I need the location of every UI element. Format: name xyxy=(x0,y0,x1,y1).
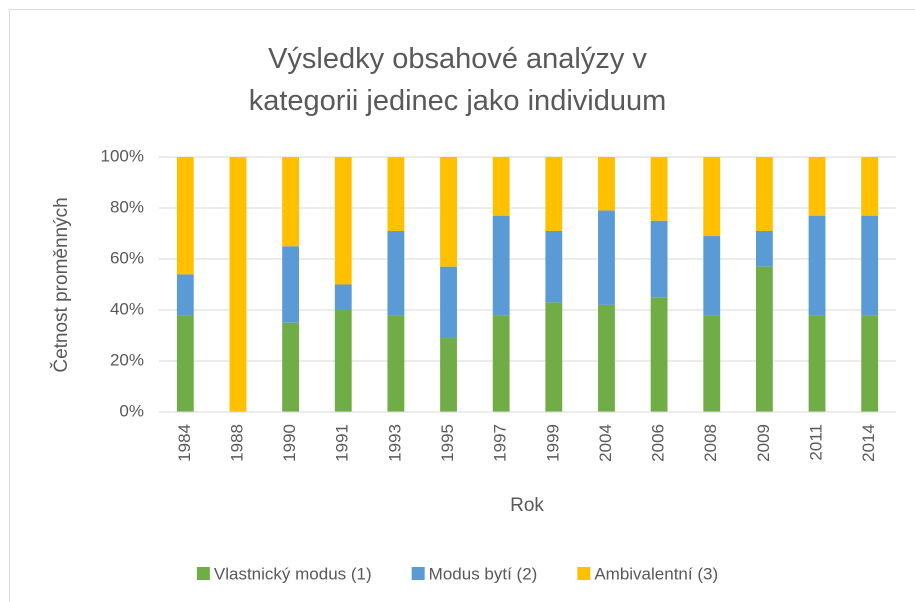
x-tick-label: 1995 xyxy=(438,424,457,462)
bar-segment xyxy=(703,236,721,316)
bar-segment xyxy=(808,315,826,412)
x-tick-label: 1993 xyxy=(385,424,404,462)
bar-segment xyxy=(861,157,879,216)
bar-segment xyxy=(861,215,879,316)
bar-segment xyxy=(650,297,668,412)
bar-segment xyxy=(755,266,773,412)
bar-segment xyxy=(176,315,194,412)
bar-segment xyxy=(755,157,773,231)
bar-segment xyxy=(545,157,563,231)
bar-segment xyxy=(176,157,194,275)
bar-segment xyxy=(440,338,457,412)
bar-segment xyxy=(387,315,405,412)
x-tick-label: 2014 xyxy=(859,424,878,462)
bar-segment xyxy=(808,157,826,216)
chart-frame xyxy=(9,9,915,602)
y-axis-label: Četnost proměnných xyxy=(50,197,72,372)
bar-segment xyxy=(650,157,668,221)
bar-segment xyxy=(334,284,352,310)
x-tick-label: 1991 xyxy=(333,424,352,462)
x-tick-label: 1990 xyxy=(280,424,299,462)
bar-segment xyxy=(229,157,247,412)
bar-segment xyxy=(861,315,879,412)
x-tick-label: 2006 xyxy=(649,424,668,462)
bar-segment xyxy=(492,315,510,412)
x-tick-label: 1999 xyxy=(543,424,562,462)
legend-swatch xyxy=(577,567,591,580)
bar-segment xyxy=(598,210,615,305)
x-tick-label: 2004 xyxy=(596,424,615,462)
bar-segment xyxy=(282,157,300,247)
bar-segment xyxy=(598,157,615,211)
bar-segment xyxy=(808,215,826,316)
x-tick-label: 2008 xyxy=(701,424,720,462)
bar-segment xyxy=(334,310,352,412)
x-tick-label: 2009 xyxy=(754,424,773,462)
bar-segment xyxy=(492,215,510,316)
bar-segment xyxy=(282,322,300,412)
legend-swatch xyxy=(196,567,210,580)
bar-segment xyxy=(387,157,405,231)
bar-segment xyxy=(492,157,510,216)
bar-segment xyxy=(440,157,457,267)
legend-swatch xyxy=(411,567,425,580)
bar-segment xyxy=(387,230,405,316)
bar-segment xyxy=(440,266,457,339)
bar-segment xyxy=(545,302,563,412)
bar-segment xyxy=(176,274,194,316)
x-tick-label: 1988 xyxy=(227,424,246,462)
y-tick-label: 60% xyxy=(110,248,144,267)
legend-label: Ambivalentní (3) xyxy=(594,564,718,583)
x-tick-label: 2011 xyxy=(807,424,826,461)
bar-segment xyxy=(650,220,668,298)
y-tick-label: 100% xyxy=(101,146,144,165)
bar-segment xyxy=(755,230,773,267)
y-tick-label: 80% xyxy=(110,197,144,216)
bar-segment xyxy=(282,246,300,323)
x-tick-label: 1997 xyxy=(491,424,510,462)
legend-label: Vlastnický modus (1) xyxy=(214,564,372,583)
legend-label: Modus bytí (2) xyxy=(429,564,538,583)
bar-segment xyxy=(598,304,615,412)
bar-segment xyxy=(703,315,721,412)
y-tick-label: 20% xyxy=(110,350,144,369)
y-tick-label: 0% xyxy=(119,401,144,420)
bar-segment xyxy=(334,157,352,285)
bar-segment xyxy=(703,157,721,237)
x-axis-label: Rok xyxy=(510,495,544,516)
x-tick-label: 1984 xyxy=(175,424,194,462)
y-tick-label: 40% xyxy=(110,299,144,318)
bar-segment xyxy=(545,230,563,303)
